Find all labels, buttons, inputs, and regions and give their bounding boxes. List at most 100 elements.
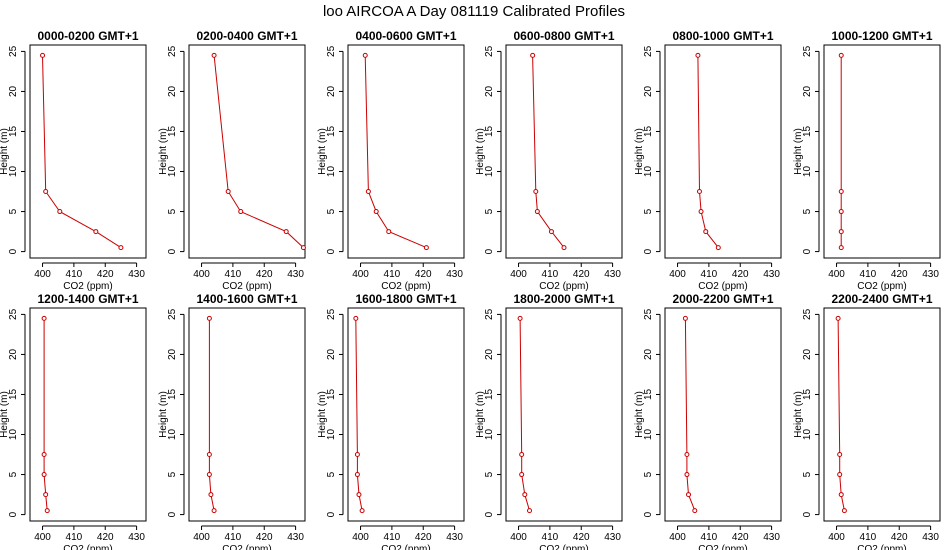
x-tick-label: 420 — [97, 269, 114, 280]
x-tick-label: 420 — [573, 269, 590, 280]
x-axis-label: CO2 (ppm) — [381, 281, 430, 292]
y-tick-label: 0 — [484, 511, 495, 517]
x-tick-label: 430 — [604, 532, 621, 543]
x-tick-label: 420 — [97, 532, 114, 543]
x-tick-label: 410 — [701, 269, 718, 280]
data-point — [206, 472, 212, 478]
plot-frame — [505, 307, 623, 522]
x-tick-label: 430 — [446, 532, 463, 543]
y-tick-label: 0 — [802, 248, 813, 254]
plot-frame — [29, 44, 147, 259]
data-point — [43, 189, 49, 195]
data-point — [686, 492, 692, 498]
y-axis-label: Height (m) — [0, 128, 10, 175]
profile-panel: 0200-0400 GMT+1 400 410 420 430 CO2 (ppm) 0 5 10… — [158, 29, 306, 292]
data-point — [837, 452, 843, 458]
data-point — [356, 492, 362, 498]
data-point — [41, 315, 47, 321]
y-tick-label: 0 — [8, 248, 19, 254]
y-tick-label: 25 — [326, 308, 337, 320]
x-tick-label: 410 — [542, 269, 559, 280]
x-tick-label: 430 — [287, 532, 304, 543]
x-tick-label: 400 — [669, 532, 686, 543]
x-tick-label: 430 — [128, 532, 145, 543]
x-tick-label: 430 — [763, 532, 780, 543]
y-tick-label: 20 — [8, 348, 19, 360]
data-point — [533, 189, 539, 195]
y-axis-label: Height (m) — [634, 128, 645, 175]
data-point — [225, 189, 231, 195]
x-tick-label: 420 — [732, 532, 749, 543]
y-axis-label: Height (m) — [317, 128, 328, 175]
data-point — [353, 315, 359, 321]
x-axis-label: CO2 (ppm) — [857, 281, 906, 292]
data-point — [206, 452, 212, 458]
plot-frame — [823, 44, 941, 259]
y-tick-label: 15 — [326, 388, 337, 400]
y-tick-label: 5 — [643, 471, 654, 477]
data-point — [206, 315, 212, 321]
data-point — [838, 209, 844, 215]
x-axis-label: CO2 (ppm) — [222, 544, 271, 550]
x-axis-label: CO2 (ppm) — [698, 544, 747, 550]
panel-title: 0600-0800 GMT+1 — [513, 29, 614, 43]
y-axis-label: Height (m) — [158, 128, 169, 175]
panel-title: 0400-0600 GMT+1 — [355, 29, 456, 43]
y-tick-label: 25 — [326, 45, 337, 57]
plot-frame — [347, 44, 465, 259]
data-point — [530, 52, 536, 58]
x-axis-label: CO2 (ppm) — [381, 544, 430, 550]
y-tick-label: 0 — [802, 511, 813, 517]
data-point — [703, 229, 709, 235]
x-tick-label: 410 — [542, 532, 559, 543]
panel-title: 0000-0200 GMT+1 — [37, 29, 138, 43]
x-tick-label: 430 — [128, 269, 145, 280]
panel-title: 2000-2200 GMT+1 — [672, 292, 773, 306]
y-tick-label: 20 — [326, 85, 337, 97]
plot-frame — [664, 307, 782, 522]
panel-title: 0800-1000 GMT+1 — [672, 29, 773, 43]
plot-frame — [188, 307, 306, 522]
data-point — [519, 452, 525, 458]
y-tick-label: 0 — [643, 511, 654, 517]
profile-panel: 1600-1800 GMT+1 400 410 420 430 CO2 (ppm) 0 5 10… — [317, 292, 465, 550]
y-tick-label: 10 — [167, 429, 178, 441]
y-tick-label: 25 — [802, 308, 813, 320]
x-tick-label: 400 — [828, 269, 845, 280]
y-tick-label: 5 — [802, 208, 813, 214]
x-tick-label: 410 — [701, 532, 718, 543]
y-tick-label: 10 — [643, 166, 654, 178]
data-point — [838, 52, 844, 58]
data-point — [841, 508, 847, 514]
x-tick-label: 400 — [510, 532, 527, 543]
profile-panel: 1800-2000 GMT+1 400 410 420 430 CO2 (ppm) 0 5 10… — [475, 292, 623, 550]
profile-line — [213, 55, 304, 248]
profile-panel: 1200-1400 GMT+1 400 410 420 430 CO2 (ppm) 0 5 10… — [0, 292, 147, 550]
panel-title: 1800-2000 GMT+1 — [513, 292, 614, 306]
y-tick-label: 10 — [8, 429, 19, 441]
y-tick-label: 0 — [167, 248, 178, 254]
y-tick-label: 5 — [326, 208, 337, 214]
x-tick-label: 400 — [34, 532, 51, 543]
profile-line — [355, 318, 363, 511]
data-point — [838, 492, 844, 498]
x-tick-label: 420 — [415, 269, 432, 280]
y-tick-label: 20 — [326, 348, 337, 360]
y-tick-label: 10 — [802, 166, 813, 178]
profile-line — [208, 318, 215, 511]
y-tick-label: 25 — [8, 45, 19, 57]
x-tick-label: 430 — [763, 269, 780, 280]
x-axis-label: CO2 (ppm) — [698, 281, 747, 292]
y-tick-label: 15 — [802, 125, 813, 137]
y-tick-label: 5 — [643, 208, 654, 214]
data-point — [208, 492, 214, 498]
y-tick-label: 0 — [643, 248, 654, 254]
data-point — [527, 508, 533, 514]
profile-line — [532, 55, 565, 248]
profile-panel: 0000-0200 GMT+1 400 410 420 430 CO2 (ppm) 0 5 10… — [0, 29, 147, 292]
x-tick-label: 400 — [352, 269, 369, 280]
y-tick-label: 10 — [484, 429, 495, 441]
data-point — [40, 52, 46, 58]
x-axis-label: CO2 (ppm) — [63, 281, 112, 292]
